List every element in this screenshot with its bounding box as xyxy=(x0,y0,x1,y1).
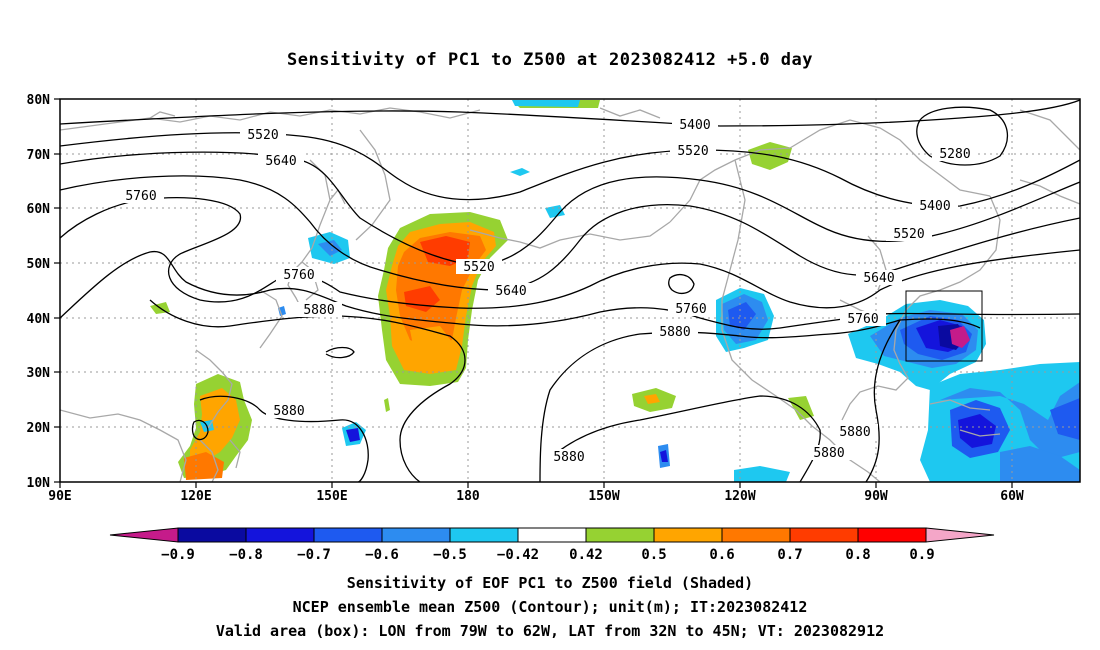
colorbar-label: −0.6 xyxy=(365,547,399,563)
colorbar-label: 0.42 xyxy=(569,547,603,563)
contour-label: 5880 xyxy=(266,403,312,419)
contour-label: 5400 xyxy=(912,198,958,214)
colorbar-swatch xyxy=(109,527,179,543)
lon-label: 180 xyxy=(456,489,480,504)
lat-label: 20N xyxy=(27,421,51,436)
contour-label-text: 5400 xyxy=(919,199,950,214)
lat-label: 60N xyxy=(27,202,51,217)
colorbar-swatch xyxy=(721,527,791,543)
contour-label-text: 5760 xyxy=(847,312,878,327)
colorbar-label: 0.7 xyxy=(777,547,802,563)
contour-label-text: 5400 xyxy=(679,118,710,133)
contour-label: 5880 xyxy=(832,424,878,440)
contour-label-text: 5640 xyxy=(495,284,526,299)
contour-label-text: 5640 xyxy=(265,154,296,169)
contour-label: 5760 xyxy=(668,301,714,317)
contour-label-text: 5880 xyxy=(553,450,584,465)
lat-label: 40N xyxy=(27,312,51,327)
lat-label: 50N xyxy=(27,257,51,272)
shaded-sensitivity-field xyxy=(150,100,1080,482)
contour-label: 5640 xyxy=(856,270,902,286)
colorbar-label: 0.6 xyxy=(709,547,734,563)
colorbar-swatch xyxy=(585,527,655,543)
colorbar-label: −0.42 xyxy=(497,547,539,563)
plot-frame xyxy=(59,98,1081,483)
caption-line-1: Sensitivity of EOF PC1 to Z500 field (Sh… xyxy=(346,574,754,592)
contour-label: 5280 xyxy=(932,146,978,162)
contour-label-text: 5880 xyxy=(813,446,844,461)
contour-label-text: 5880 xyxy=(303,303,334,318)
contour-label-text: 5760 xyxy=(283,268,314,283)
lon-label: 90W xyxy=(864,489,888,504)
contour-label: 5760 xyxy=(276,267,322,283)
contour-label: 5880 xyxy=(652,324,698,340)
contour-label-text: 5280 xyxy=(939,147,970,162)
contour-label: 5880 xyxy=(546,449,592,465)
contour-label-text: 5880 xyxy=(839,425,870,440)
contour-label-text: 5520 xyxy=(677,144,708,159)
colorbar-label: −0.7 xyxy=(297,547,331,563)
longitude-labels: 90E 120E 150E 180 150W 120W 90W 60W xyxy=(48,489,1024,504)
contour-label: 5880 xyxy=(296,302,342,318)
contour-label-text: 5760 xyxy=(675,302,706,317)
contour-label: 5760 xyxy=(840,311,886,327)
contour-label: 5640 xyxy=(488,283,534,299)
valid-area-box xyxy=(905,290,983,362)
colorbar-swatch xyxy=(653,527,723,543)
contour-label: 5520 xyxy=(886,226,932,242)
contour-label-text: 5520 xyxy=(463,260,494,275)
contour-label: 5520 xyxy=(240,127,286,143)
contour-label: 5400 xyxy=(672,117,718,133)
contour-label-text: 5760 xyxy=(125,189,156,204)
contour-labels: 5520 5640 5760 5400 5520 5280 5400 5520 … xyxy=(118,117,978,465)
contour-label-text: 5520 xyxy=(247,128,278,143)
colorbar-swatch xyxy=(381,527,451,543)
caption-line-3: Valid area (box): LON from 79W to 62W, L… xyxy=(215,622,885,640)
contour-label-text: 5880 xyxy=(273,404,304,419)
colorbar-swatch xyxy=(789,527,859,543)
colorbar-swatch xyxy=(517,527,587,543)
colorbar-label: 0.5 xyxy=(641,547,666,563)
contour-label-text: 5880 xyxy=(659,325,690,340)
colorbar xyxy=(109,527,995,543)
lat-label: 30N xyxy=(27,366,51,381)
contour-label-text: 5640 xyxy=(863,271,894,286)
lon-label: 120E xyxy=(180,489,211,504)
colorbar-label: 0.8 xyxy=(845,547,870,563)
colorbar-label: −0.5 xyxy=(433,547,467,563)
colorbar-label: −0.8 xyxy=(229,547,263,563)
lat-label: 70N xyxy=(27,148,51,163)
contour-label: 5640 xyxy=(258,153,304,169)
contour-label: 5760 xyxy=(118,188,164,204)
colorbar-swatch xyxy=(449,527,519,543)
lat-label: 80N xyxy=(27,93,51,108)
colorbar-label: −0.9 xyxy=(161,547,195,563)
colorbar-labels: −0.9 −0.8 −0.7 −0.6 −0.5 −0.42 0.42 0.5 … xyxy=(161,547,935,563)
lon-label: 90E xyxy=(48,489,71,504)
gridlines xyxy=(60,99,1080,482)
contour-label: 5520 xyxy=(456,259,502,275)
colorbar-label: 0.9 xyxy=(909,547,934,563)
contour-label: 5880 xyxy=(806,445,852,461)
tick-marks xyxy=(54,98,1013,488)
contour-label: 5520 xyxy=(670,143,716,159)
latitude-labels: 80N 70N 60N 50N 40N 30N 20N 10N xyxy=(27,93,51,491)
lon-label: 150E xyxy=(316,489,347,504)
contour-label-text: 5520 xyxy=(893,227,924,242)
lon-label: 150W xyxy=(588,489,619,504)
lat-label: 10N xyxy=(27,476,51,491)
caption-line-2: NCEP ensemble mean Z500 (Contour); unit(… xyxy=(292,598,808,616)
colorbar-swatch xyxy=(245,527,315,543)
lon-label: 120W xyxy=(724,489,755,504)
lon-label: 60W xyxy=(1000,489,1024,504)
colorbar-swatch xyxy=(177,527,247,543)
colorbar-swatch xyxy=(313,527,383,543)
colorbar-swatch xyxy=(857,527,927,543)
colorbar-swatch xyxy=(925,527,995,543)
map-title: Sensitivity of PC1 to Z500 at 2023082412… xyxy=(286,50,813,70)
